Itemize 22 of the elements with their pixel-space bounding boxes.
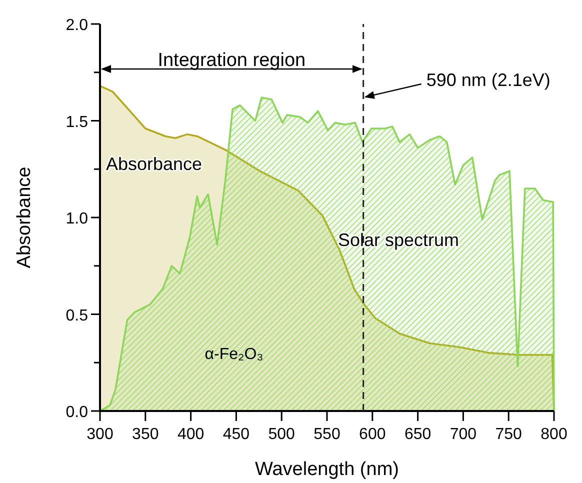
y-tick-label: 1.5 xyxy=(66,114,88,131)
y-tick-label: 0.5 xyxy=(66,307,88,324)
x-tick-label: 450 xyxy=(222,426,250,443)
x-tick-label: 550 xyxy=(314,426,340,443)
y-tick-label: 0.0 xyxy=(66,404,88,421)
x-tick-label: 800 xyxy=(540,426,568,443)
y-tick-label: 1.0 xyxy=(66,210,88,228)
x-axis-title: Wavelength (nm) xyxy=(255,459,399,480)
annotation: Integration region xyxy=(158,50,306,71)
y-axis-title: Absorbance xyxy=(14,166,35,268)
x-tick-label: 400 xyxy=(177,426,204,443)
x-tick-label: 650 xyxy=(404,426,432,443)
x-tick-label: 350 xyxy=(132,426,159,443)
x-tick-label: 750 xyxy=(495,426,522,443)
x-tick-label: 600 xyxy=(359,426,386,443)
series-label: Absorbance xyxy=(106,154,202,174)
ref-line-label: 590 nm (2.1eV) xyxy=(426,70,550,90)
annotation: α-Fe₂O₃ xyxy=(204,346,264,363)
x-tick-label: 300 xyxy=(86,426,114,443)
x-tick-label: 500 xyxy=(268,426,296,443)
x-tick-label: 700 xyxy=(450,426,477,443)
y-tick-label: 2.0 xyxy=(66,17,88,34)
